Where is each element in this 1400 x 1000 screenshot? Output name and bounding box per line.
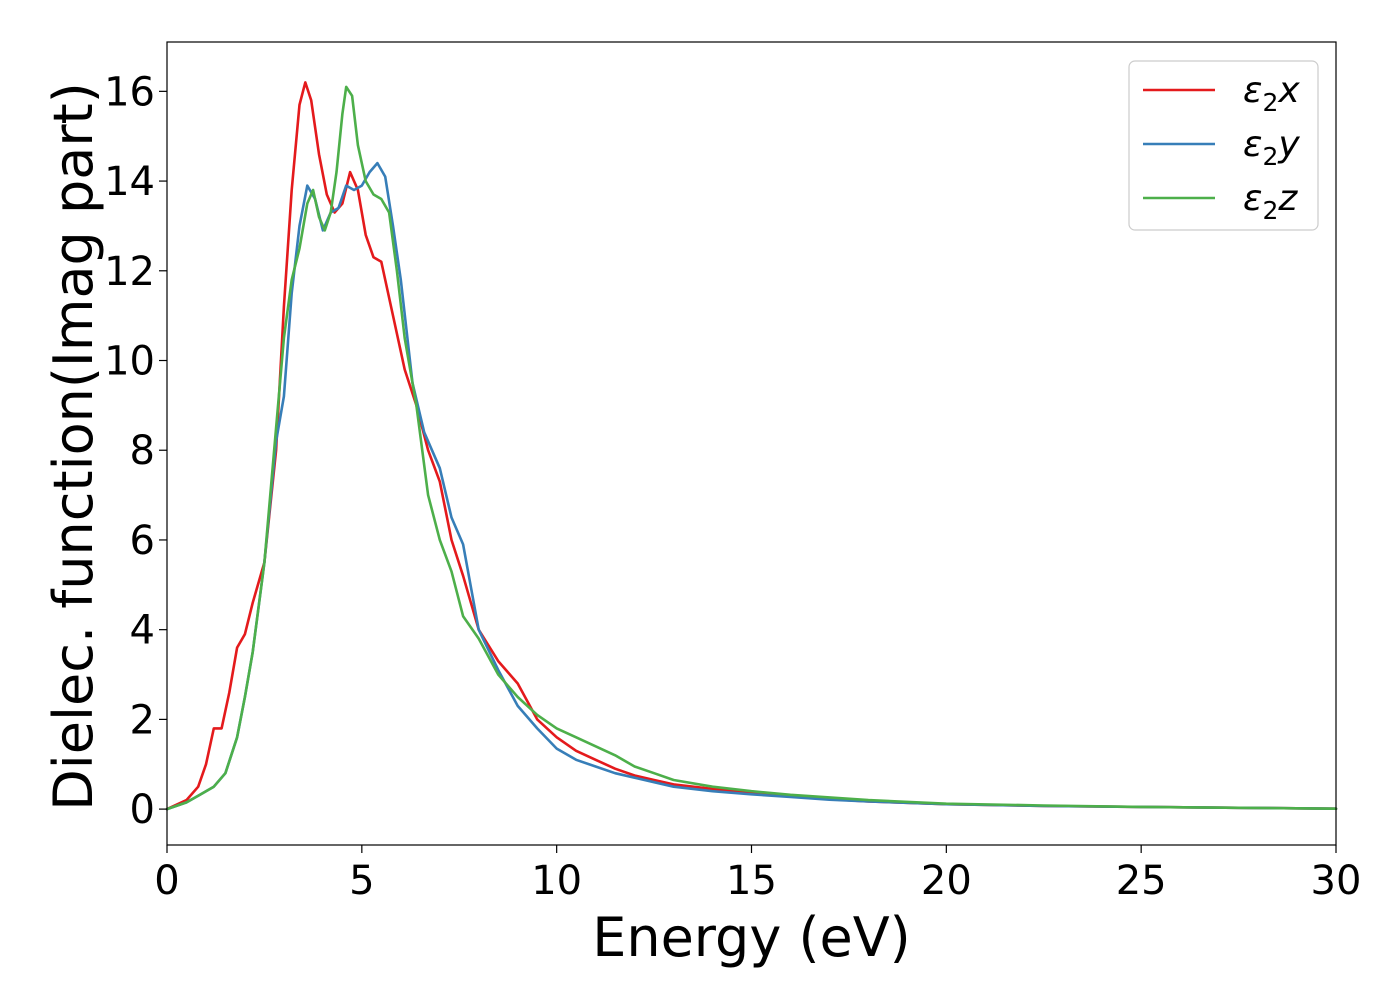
y-tick-label: 6	[130, 518, 155, 564]
y-tick-label: 0	[130, 787, 155, 833]
legend-label-x: ε2x	[1243, 70, 1300, 117]
y-axis-ticks: 0 2 4 6 8 10 12 14 16	[104, 69, 167, 833]
y-tick-label: 2	[130, 697, 155, 743]
y-tick-label: 4	[130, 608, 155, 654]
legend-label-y: ε2y	[1243, 124, 1300, 171]
legend-label-z: ε2z	[1243, 178, 1298, 225]
x-tick-label: 5	[349, 858, 374, 904]
x-tick-label: 0	[154, 858, 179, 904]
x-tick-label: 30	[1311, 858, 1362, 904]
y-tick-label: 8	[130, 428, 155, 474]
x-tick-label: 25	[1116, 858, 1167, 904]
x-axis-ticks: 0 5 10 15 20 25 30	[154, 845, 1361, 904]
series-line-z	[165, 85, 1338, 811]
y-axis-label: Dielec. function(Imag part)	[42, 82, 105, 811]
series-lines	[165, 81, 1338, 811]
x-tick-label: 20	[921, 858, 972, 904]
y-tick-label: 16	[104, 69, 155, 115]
y-tick-label: 10	[104, 339, 155, 385]
x-axis-label: Energy (eV)	[592, 906, 911, 969]
legend: ε2x ε2y ε2z	[1128, 60, 1319, 231]
legend-box	[1128, 60, 1319, 231]
x-tick-label: 10	[531, 858, 582, 904]
series-line-x	[165, 81, 1338, 811]
y-tick-label: 12	[104, 249, 155, 295]
x-tick-label: 15	[726, 858, 777, 904]
y-tick-label: 14	[104, 159, 155, 205]
